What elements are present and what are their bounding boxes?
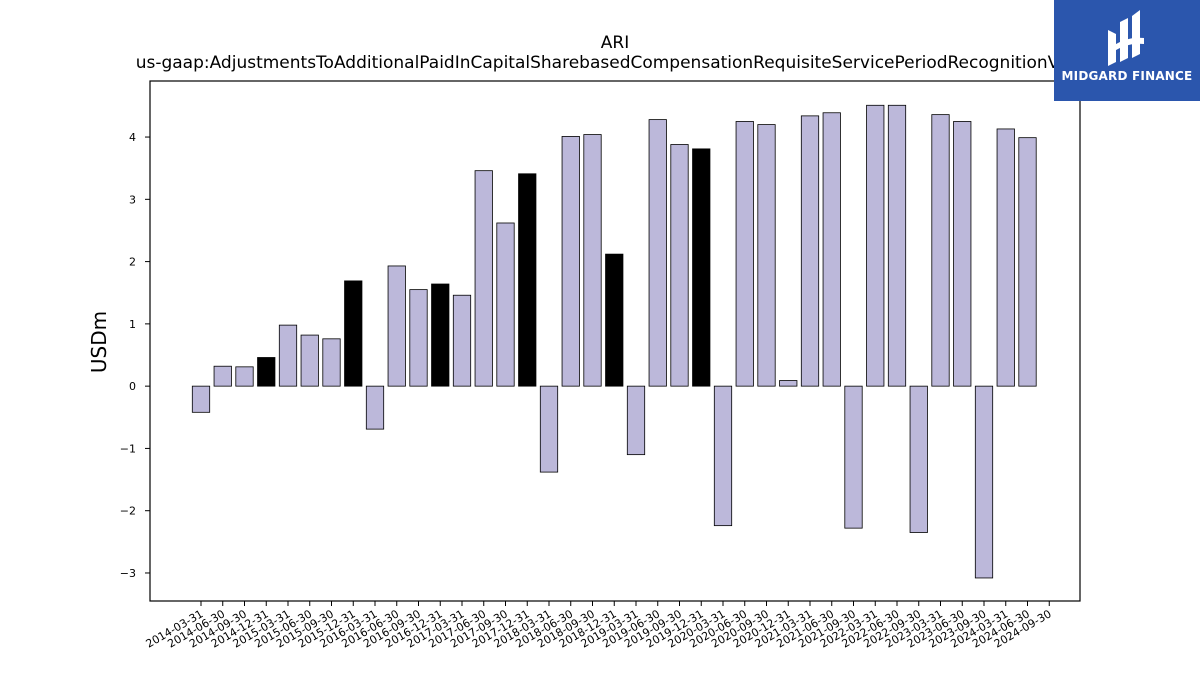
bar-2016-06-30 — [387, 265, 406, 387]
bar-2020-06-30 — [735, 121, 754, 387]
brand-logo: MIDGARD FINANCE — [1054, 0, 1200, 101]
bar-2020-09-30 — [757, 124, 776, 387]
midgard-logo-icon — [1108, 10, 1144, 66]
x-ticks-group: 2014-03-312014-06-302014-09-302014-12-31… — [144, 601, 1054, 651]
y-tick-label: 1 — [129, 318, 136, 331]
y-tick-label: 3 — [129, 193, 136, 206]
y-tick-label: −3 — [120, 567, 136, 580]
bar-2022-03-31 — [866, 104, 885, 387]
bar-2019-09-30 — [670, 144, 689, 387]
bar-2024-06-30 — [1018, 137, 1037, 387]
bar-2016-09-30 — [409, 289, 428, 387]
logo-text: MIDGARD FINANCE — [1061, 69, 1193, 83]
y-axis-label: USDm — [87, 311, 111, 373]
bar-2020-03-31 — [713, 385, 733, 527]
bar-2014-12-31 — [257, 357, 276, 387]
bar-2021-09-30 — [844, 385, 863, 529]
bar-2022-09-30 — [909, 385, 928, 533]
bar-2017-09-30 — [496, 222, 515, 387]
bar-2014-06-30 — [213, 365, 232, 387]
chart-subtitle: us-gaap:AdjustmentsToAdditionalPaidInCap… — [136, 53, 1095, 73]
bars-group — [191, 104, 1037, 579]
bar-2019-06-30 — [648, 119, 667, 387]
bar-2015-06-30 — [300, 334, 319, 387]
bar-2014-03-31 — [191, 385, 211, 413]
bar-2023-06-30 — [953, 121, 972, 387]
bar-2015-03-31 — [278, 324, 298, 387]
bar-2015-09-30 — [322, 338, 341, 387]
bar-2016-12-31 — [431, 283, 450, 387]
bar-2017-03-31 — [452, 294, 472, 387]
bar-2022-06-30 — [887, 104, 907, 387]
bar-2018-12-31 — [605, 253, 624, 387]
y-tick-label: 2 — [129, 256, 136, 269]
bar-2019-12-31 — [692, 148, 711, 387]
bar-2024-03-31 — [996, 128, 1015, 387]
bar-2017-06-30 — [474, 170, 493, 387]
bar-2020-12-31 — [779, 380, 798, 387]
bar-2017-12-31 — [518, 173, 537, 387]
bar-2015-12-31 — [344, 280, 363, 387]
plot-frame — [149, 80, 1081, 602]
bar-2023-09-30 — [974, 385, 994, 579]
y-tick-label: 4 — [129, 131, 136, 144]
bar-2018-03-31 — [539, 385, 559, 473]
bar-2019-03-31 — [626, 385, 646, 456]
bar-2016-03-31 — [365, 385, 385, 430]
y-ticks-group: −3 −2 −1 0 1 2 3 4 — [120, 131, 150, 580]
y-tick-label: −2 — [120, 505, 136, 518]
chart-title: ARI — [601, 33, 629, 53]
bar-2023-03-31 — [931, 114, 950, 387]
bar-2018-09-30 — [583, 134, 602, 387]
bar-2021-06-30 — [822, 112, 841, 387]
y-tick-label: 0 — [129, 380, 136, 393]
bar-2014-09-30 — [235, 366, 254, 387]
bar-2021-03-31 — [800, 115, 820, 387]
y-tick-label: −1 — [120, 442, 136, 455]
bar-2018-06-30 — [561, 136, 580, 387]
